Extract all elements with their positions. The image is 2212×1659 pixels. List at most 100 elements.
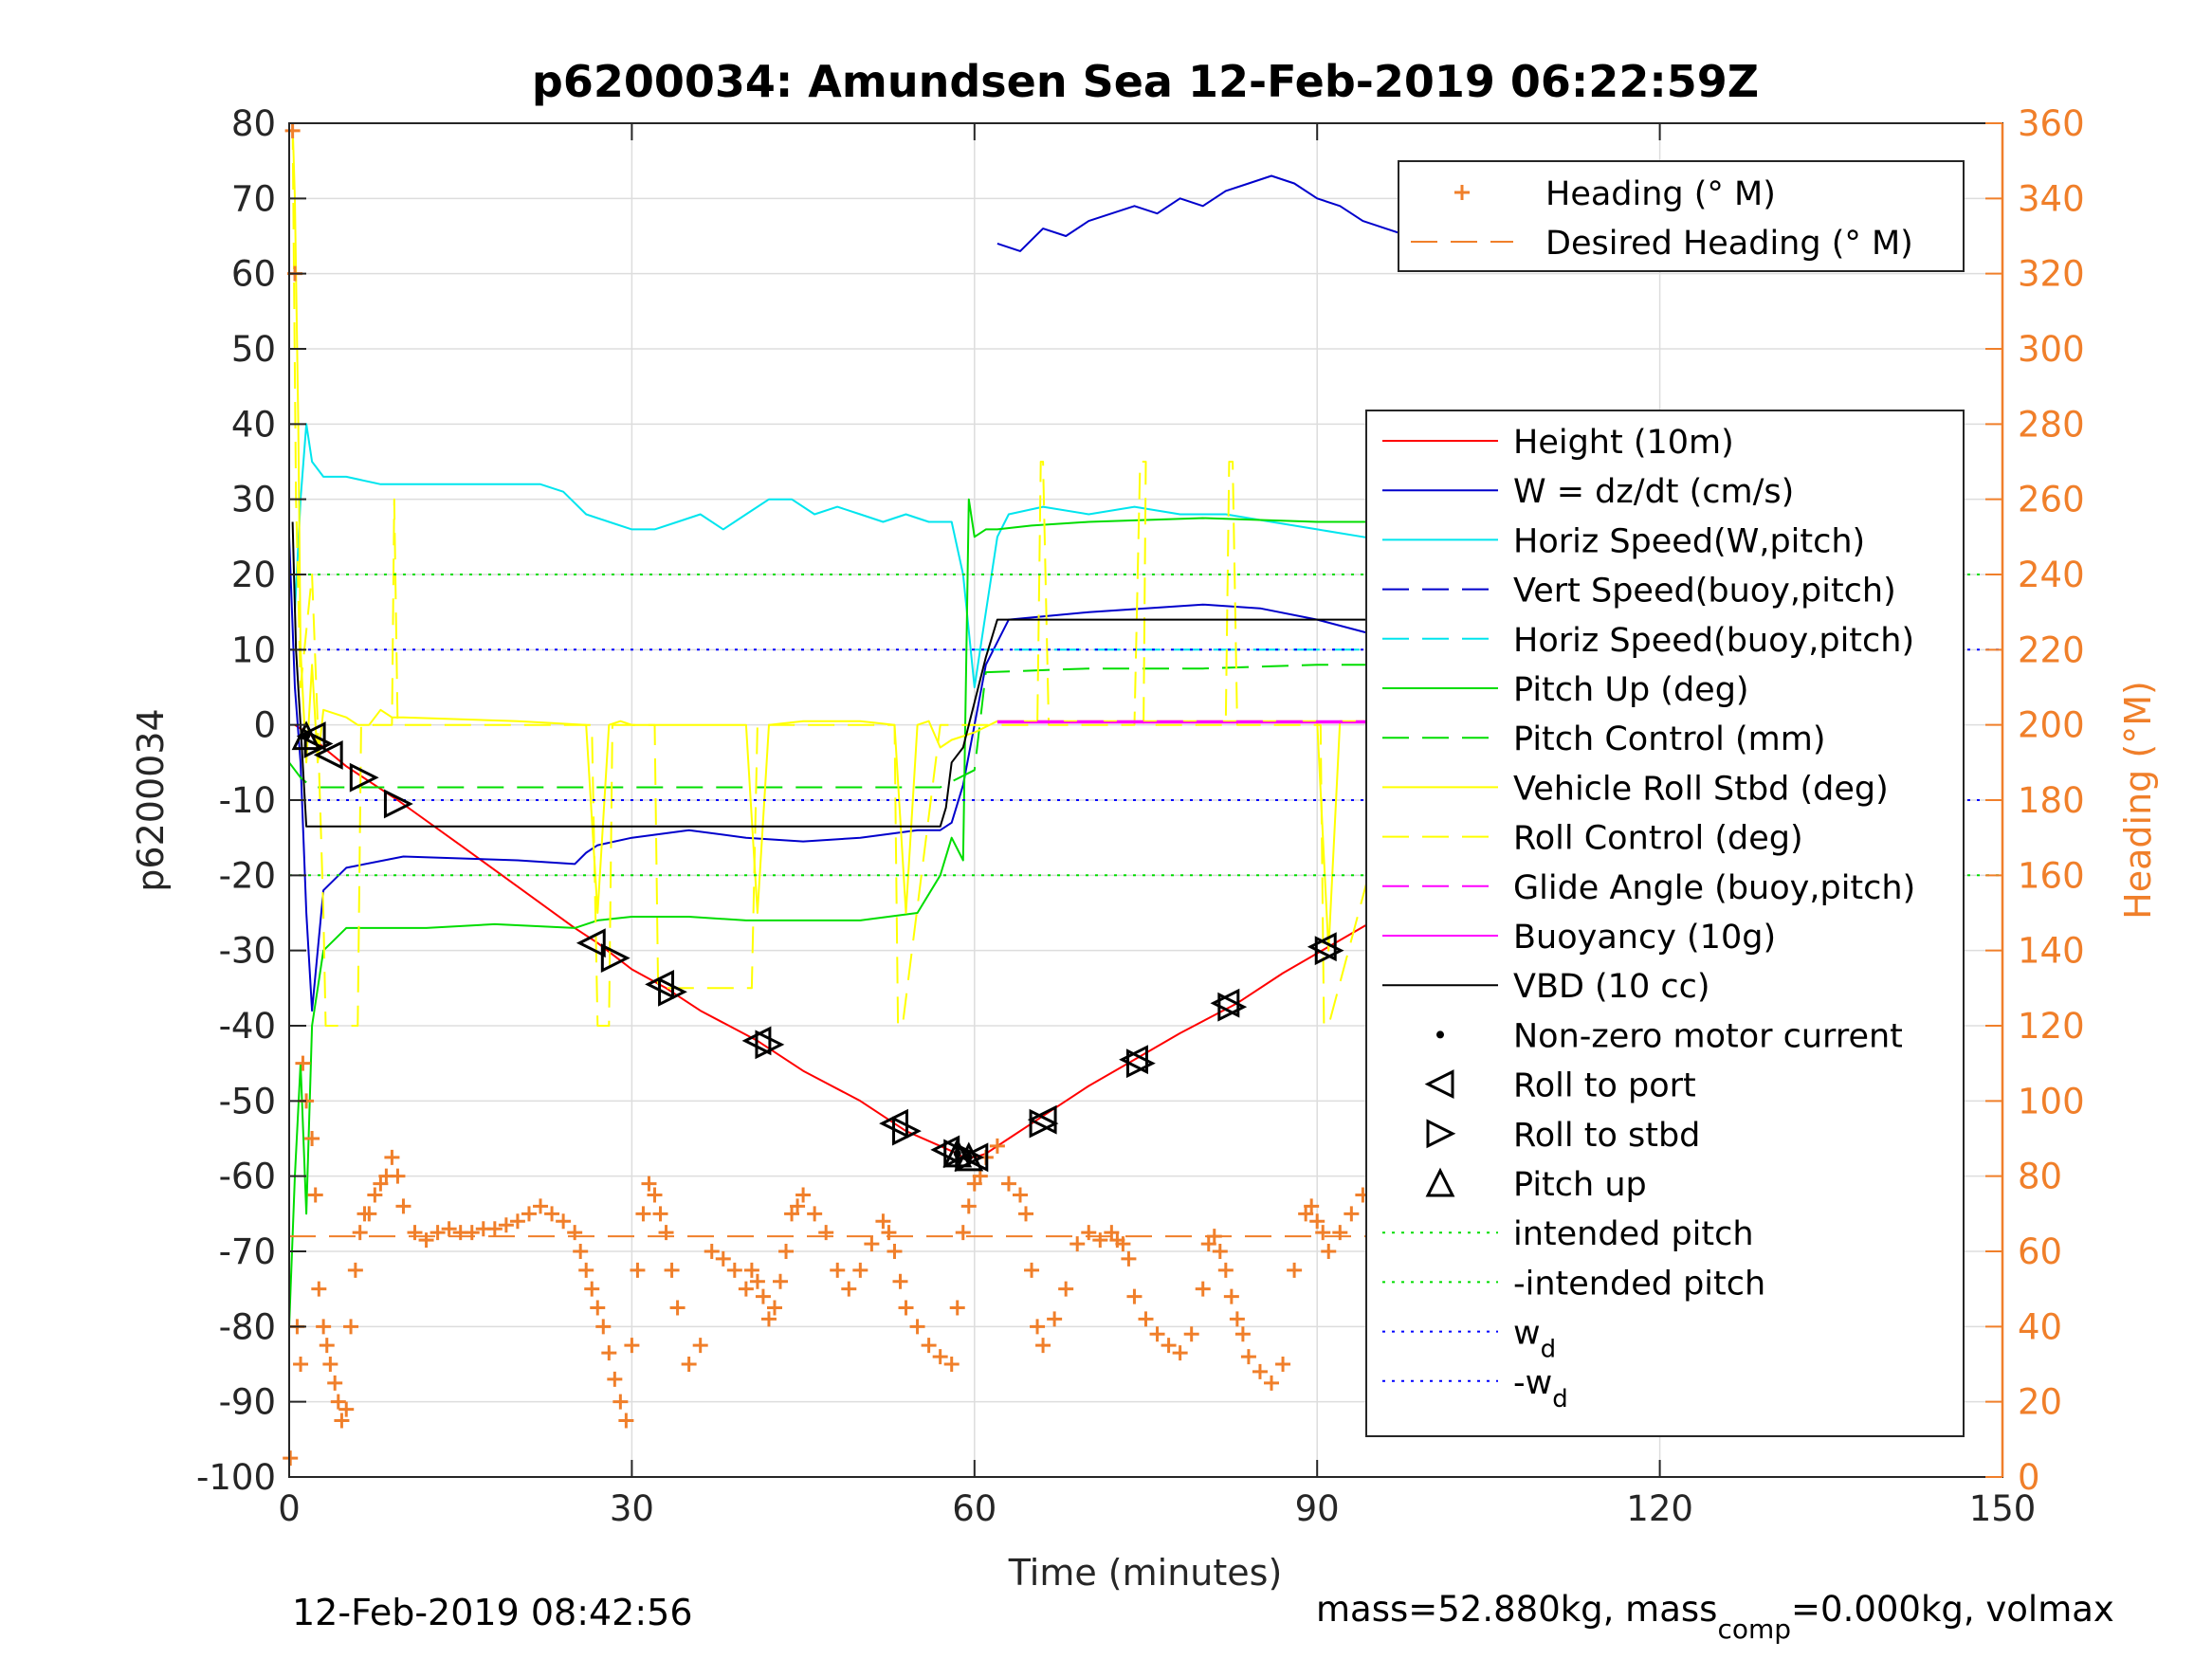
heading-point (1264, 1375, 1280, 1391)
heading-point (1024, 1262, 1040, 1278)
heading-point (635, 1206, 651, 1222)
y-tick-label: 0 (253, 705, 276, 746)
heading-point (556, 1213, 572, 1230)
heading-point (664, 1262, 680, 1278)
heading-point (595, 1319, 612, 1335)
heading-point (304, 1131, 320, 1146)
legend-swatch (1425, 1167, 1455, 1197)
y-tick-label: -50 (219, 1081, 276, 1121)
heading-point (1081, 1225, 1097, 1241)
heading-point (618, 1413, 634, 1429)
heading-point (361, 1206, 377, 1222)
heading-point (760, 1311, 777, 1327)
y-right-tick-label: 240 (2018, 555, 2085, 595)
heading-point (1012, 1187, 1028, 1203)
y-axis-label: p6200034 (130, 708, 172, 891)
heading-point (498, 1217, 514, 1233)
y-right-tick-label: 120 (2018, 1006, 2085, 1047)
legend-label-main: Height (10m) (1513, 424, 1734, 462)
heading-point (1212, 1244, 1228, 1259)
y-right-tick-label: 360 (2018, 103, 2085, 144)
heading-point (533, 1198, 549, 1214)
legend-label: Horiz Speed(buoy,pitch) (1513, 622, 1914, 660)
y-tick-label: -10 (219, 780, 276, 821)
heading-point (441, 1221, 457, 1237)
legend-label: Roll to stbd (1513, 1117, 1700, 1155)
heading-point (972, 1168, 988, 1184)
heading-point (864, 1236, 880, 1252)
legend-label-main: w (1513, 1315, 1541, 1353)
roll-stbd-marker (892, 1116, 922, 1146)
x-tick-label: 120 (1626, 1488, 1693, 1529)
roll-port-marker (313, 739, 343, 770)
heading-point (338, 1401, 355, 1417)
y-right-tick-label: 0 (2018, 1457, 2040, 1498)
y-right-tick-label: 300 (2018, 329, 2085, 370)
roll-stbd-marker (658, 976, 687, 1007)
legend-label-main: Roll to stbd (1513, 1117, 1700, 1155)
legend-label-main: W = dz/dt (cm/s) (1513, 473, 1794, 511)
legend-label-sub: d (1552, 1385, 1568, 1413)
y-right-tick-label: 180 (2018, 780, 2085, 821)
legend-label-main: intended pitch (1513, 1215, 1754, 1253)
heading-point (641, 1176, 657, 1192)
roll-stbd-marker (1314, 936, 1344, 966)
legend-swatch (1426, 1119, 1456, 1149)
legend-heading-box (1398, 160, 1965, 272)
legend-label: Vehicle Roll Stbd (deg) (1513, 770, 1889, 808)
y-tick-label: -80 (219, 1306, 276, 1347)
x-tick-label: 60 (952, 1488, 996, 1529)
heading-point (1304, 1198, 1320, 1214)
heading-point (841, 1281, 857, 1297)
heading-point (395, 1198, 411, 1214)
legend-label: Heading (° M) (1545, 175, 1776, 213)
roll-port-marker (1027, 1104, 1057, 1135)
heading-point (544, 1206, 560, 1222)
heading-point (749, 1273, 765, 1289)
heading-point (1287, 1262, 1303, 1278)
heading-point (367, 1187, 383, 1203)
roll-stbd-marker (349, 762, 379, 793)
legend-label-main: Roll to port (1513, 1067, 1696, 1105)
heading-point (738, 1281, 754, 1297)
pitch-up-marker (291, 720, 321, 751)
heading-point (1223, 1288, 1239, 1304)
footer-mass-pre: mass=52.880kg, mass (1316, 1589, 1717, 1630)
roll-port-marker (576, 928, 606, 958)
heading-point (1234, 1326, 1251, 1342)
legend-label-main: Horiz Speed(W,pitch) (1513, 522, 1865, 560)
heading-point (311, 1281, 327, 1297)
heading-point (692, 1338, 708, 1354)
legend-label-main: -intended pitch (1513, 1265, 1765, 1303)
heading-point (1161, 1338, 1177, 1354)
heading-point (1183, 1326, 1199, 1342)
legend-label-main: Horiz Speed(buoy,pitch) (1513, 622, 1914, 660)
heading-point (766, 1300, 782, 1316)
heading-point (852, 1262, 868, 1278)
y-right-tick-label: 80 (2018, 1157, 2062, 1197)
heading-point (1344, 1206, 1360, 1222)
legend-label-main: Glide Angle (buoy,pitch) (1513, 869, 1915, 907)
roll-stbd-marker (383, 789, 413, 819)
x-tick-label: 150 (1969, 1488, 2037, 1529)
y-tick-label: -60 (219, 1157, 276, 1197)
roll-stbd-marker (1029, 1108, 1059, 1139)
heading-point (881, 1225, 897, 1241)
heading-point (795, 1187, 812, 1203)
y-tick-label: -30 (219, 931, 276, 972)
x-tick-label: 90 (1295, 1488, 1340, 1529)
legend-label-main: -w (1513, 1364, 1552, 1402)
legend-label: Horiz Speed(W,pitch) (1513, 522, 1865, 560)
footer-mass-info: mass=52.880kg, masscomp=0.000kg, volmax (1316, 1589, 2114, 1645)
heading-point (612, 1394, 629, 1410)
heading-point (347, 1262, 363, 1278)
heading-point (726, 1262, 742, 1278)
x-tick-label: 0 (278, 1488, 301, 1529)
heading-point (830, 1262, 846, 1278)
heading-point (384, 1149, 400, 1165)
heading-point (1309, 1213, 1325, 1230)
legend-label: Vert Speed(buoy,pitch) (1513, 573, 1896, 611)
heading-point (909, 1319, 925, 1335)
y-tick-label: 30 (231, 480, 276, 520)
legend-label: W = dz/dt (cm/s) (1513, 473, 1794, 511)
